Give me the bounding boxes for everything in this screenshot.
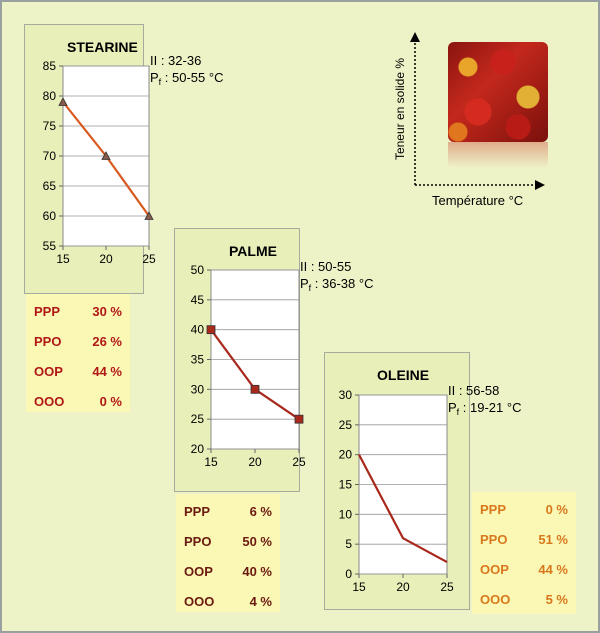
triglyceride-code: PPP [34,304,61,319]
data-point [144,211,154,220]
data-point [206,325,216,335]
triglyceride-percent: 6 % [249,504,272,519]
y-tick-label: 70 [43,149,57,163]
y-tick-label: 0 [345,567,352,581]
x-tick-label: 25 [440,580,454,594]
photo-reflection [448,142,548,168]
palm-fruit-photo [448,42,548,142]
stearine-iodine-index: II : 32-36 [150,53,202,68]
palme-melting-point: Pf : 36-38 °C [300,276,374,293]
oleine-iodine-index: II : 56-58 [448,383,500,398]
oleine-composition: PPP 0 % PPO 51 % OOP 44 % OOO 5 % [472,492,576,614]
x-tick-label: 20 [396,580,410,594]
y-tick-label: 75 [43,119,57,133]
y-tick-label: 30 [191,382,205,396]
triglyceride-code: OOP [184,564,213,579]
composition-row: PPO 51 % [472,532,576,552]
y-tick-label: 5 [345,537,352,551]
triglyceride-percent: 51 % [538,532,568,547]
x-tick-label: 20 [248,455,262,469]
y-tick-label: 55 [43,239,57,253]
y-tick-label: 20 [339,448,353,462]
stearine-composition: PPP 30 % PPO 26 % OOP 44 % OOO 0 % [26,294,130,412]
oleine-title: OLEINE [377,367,430,383]
y-tick-label: 80 [43,89,57,103]
y-tick-label: 65 [43,179,57,193]
data-point [58,97,68,106]
triglyceride-code: PPO [34,334,62,349]
triglyceride-percent: 26 % [92,334,122,349]
y-tick-label: 40 [191,323,205,337]
x-tick-label: 25 [142,252,156,266]
composition-row: PPO 50 % [176,534,280,554]
triglyceride-code: OOO [480,592,511,607]
triglyceride-percent: 40 % [242,564,272,579]
y-tick-label: 10 [339,507,353,521]
composition-row: PPP 30 % [26,304,130,324]
composition-row: OOP 40 % [176,564,280,584]
triglyceride-percent: 50 % [242,534,272,549]
y-tick-label: 30 [339,388,353,402]
x-tick-label: 15 [56,252,70,266]
composition-row: OOO 0 % [26,394,130,414]
triglyceride-code: OOP [34,364,63,379]
y-tick-label: 60 [43,209,57,223]
triglyceride-code: PPP [480,502,507,517]
data-point [294,414,304,424]
triglyceride-code: PPO [480,532,508,547]
palme-title: PALME [229,243,277,259]
triglyceride-percent: 0 % [545,502,568,517]
composition-row: OOP 44 % [472,562,576,582]
triglyceride-percent: 5 % [545,592,568,607]
y-tick-label: 25 [191,412,205,426]
data-point [250,384,260,394]
triglyceride-percent: 44 % [92,364,122,379]
x-tick-label: 15 [204,455,218,469]
composition-row: PPO 26 % [26,334,130,354]
y-tick-label: 50 [191,263,205,277]
stearine-melting-point: Pf : 50-55 °C [150,70,224,87]
y-tick-label: 20 [191,442,205,456]
x-tick-label: 15 [352,580,366,594]
triglyceride-code: OOP [480,562,509,577]
oleine-melting-point: Pf : 19-21 °C [448,400,522,417]
composition-row: PPP 6 % [176,504,280,524]
triglyceride-code: PPO [184,534,212,549]
stearine-title: STEARINE [67,39,138,55]
y-tick-label: 45 [191,293,205,307]
triglyceride-code: OOO [184,594,215,609]
triglyceride-percent: 4 % [249,594,272,609]
y-tick-label: 15 [339,478,353,492]
y-tick-label: 25 [339,418,353,432]
triglyceride-percent: 0 % [99,394,122,409]
legend-xlabel: Température °C [432,193,524,208]
y-tick-label: 35 [191,353,205,367]
oleine-info: II : 56-58 Pf : 19-21 °C [448,382,521,421]
data-point [101,151,111,160]
composition-row: OOO 4 % [176,594,280,614]
triglyceride-percent: 30 % [92,304,122,319]
triglyceride-code: OOO [34,394,65,409]
stearine-info: II : 32-36 Pf : 50-55 °C [150,52,223,91]
triglyceride-code: PPP [184,504,211,519]
x-tick-label: 20 [99,252,113,266]
y-tick-label: 85 [43,59,57,73]
composition-row: OOO 5 % [472,592,576,612]
x-tick-label: 25 [292,455,306,469]
composition-row: PPP 0 % [472,502,576,522]
composition-row: OOP 44 % [26,364,130,384]
palme-iodine-index: II : 50-55 [300,259,352,274]
palme-info: II : 50-55 Pf : 36-38 °C [300,258,373,297]
triglyceride-percent: 44 % [538,562,568,577]
palme-composition: PPP 6 % PPO 50 % OOP 40 % OOO 4 % [176,494,280,612]
